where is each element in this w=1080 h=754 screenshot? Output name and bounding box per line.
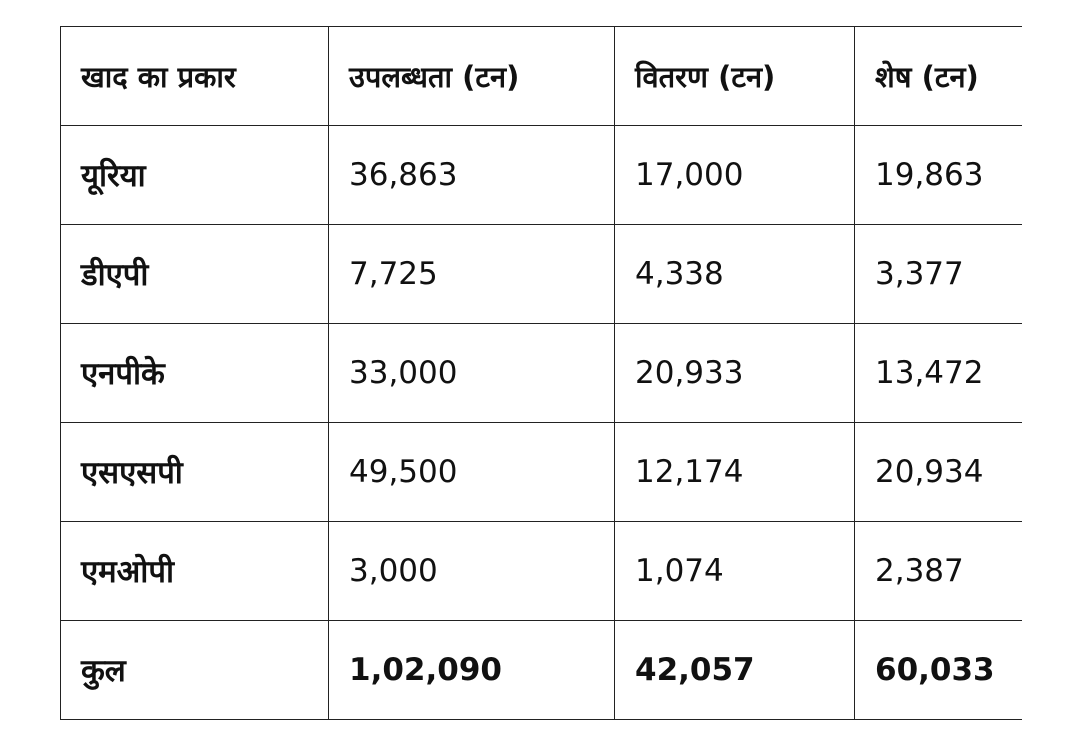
- cell-balance: 13,472: [854, 323, 1022, 423]
- header-distribution: वितरण (टन): [614, 26, 855, 126]
- table-row: एनपीके 33,000 20,933 13,472: [60, 323, 1022, 423]
- table-total-row: कुल 1,02,090 42,057 60,033: [60, 620, 1022, 720]
- cell-distribution: 4,338: [614, 224, 855, 324]
- fertilizer-table: खाद का प्रकार उपलब्धता (टन) वितरण (टन) श…: [60, 26, 1022, 720]
- header-balance: शेष (टन): [854, 26, 1022, 126]
- cell-type: एनपीके: [60, 323, 329, 423]
- cell-balance: 3,377: [854, 224, 1022, 324]
- table-header-row: खाद का प्रकार उपलब्धता (टन) वितरण (टन) श…: [60, 26, 1022, 126]
- cell-availability: 33,000: [328, 323, 615, 423]
- cell-distribution: 1,074: [614, 521, 855, 621]
- cell-availability: 36,863: [328, 125, 615, 225]
- table-row: यूरिया 36,863 17,000 19,863: [60, 125, 1022, 225]
- total-availability: 1,02,090: [328, 620, 615, 720]
- total-label: कुल: [60, 620, 329, 720]
- total-distribution: 42,057: [614, 620, 855, 720]
- cell-type: एमओपी: [60, 521, 329, 621]
- cell-availability: 3,000: [328, 521, 615, 621]
- cell-distribution: 17,000: [614, 125, 855, 225]
- table-row: एमओपी 3,000 1,074 2,387: [60, 521, 1022, 621]
- table-row: एसएसपी 49,500 12,174 20,934: [60, 422, 1022, 522]
- header-fertilizer-type: खाद का प्रकार: [60, 26, 329, 126]
- cell-balance: 20,934: [854, 422, 1022, 522]
- cell-availability: 49,500: [328, 422, 615, 522]
- cell-balance: 2,387: [854, 521, 1022, 621]
- table-row: डीएपी 7,725 4,338 3,377: [60, 224, 1022, 324]
- cell-distribution: 20,933: [614, 323, 855, 423]
- cell-type: डीएपी: [60, 224, 329, 324]
- header-availability: उपलब्धता (टन): [328, 26, 615, 126]
- cell-type: यूरिया: [60, 125, 329, 225]
- cell-balance: 19,863: [854, 125, 1022, 225]
- cell-type: एसएसपी: [60, 422, 329, 522]
- cell-availability: 7,725: [328, 224, 615, 324]
- cell-distribution: 12,174: [614, 422, 855, 522]
- total-balance: 60,033: [854, 620, 1022, 720]
- fertilizer-table-container: खाद का प्रकार उपलब्धता (टन) वितरण (टन) श…: [60, 26, 1022, 734]
